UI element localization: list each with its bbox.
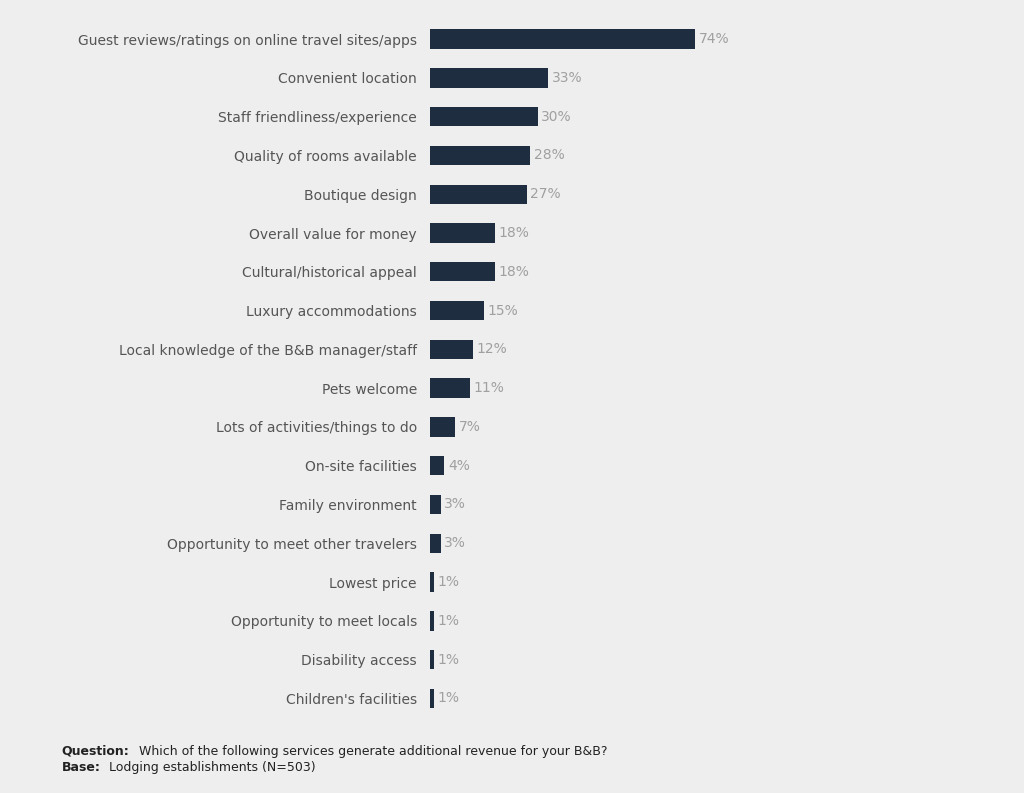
- Text: 3%: 3%: [444, 536, 466, 550]
- Text: 12%: 12%: [476, 343, 508, 356]
- Text: 7%: 7%: [459, 420, 480, 434]
- Bar: [430, 29, 695, 49]
- Bar: [430, 68, 549, 87]
- Text: 11%: 11%: [473, 381, 504, 395]
- Bar: [430, 417, 455, 437]
- Text: 1%: 1%: [437, 653, 459, 667]
- Text: 74%: 74%: [698, 33, 729, 46]
- Bar: [430, 301, 483, 320]
- Bar: [430, 456, 444, 475]
- Text: 33%: 33%: [552, 71, 583, 85]
- Text: Which of the following services generate additional revenue for your B&B?: Which of the following services generate…: [135, 745, 607, 758]
- Text: 1%: 1%: [437, 575, 459, 589]
- Text: Question:: Question:: [61, 745, 129, 758]
- Bar: [430, 185, 526, 204]
- Text: 30%: 30%: [541, 109, 571, 124]
- Bar: [430, 339, 473, 359]
- Bar: [430, 224, 495, 243]
- Text: 18%: 18%: [498, 226, 529, 240]
- Bar: [430, 262, 495, 282]
- Bar: [430, 688, 434, 708]
- Text: 15%: 15%: [487, 304, 518, 317]
- Bar: [430, 146, 530, 165]
- Text: 18%: 18%: [498, 265, 529, 279]
- Bar: [430, 378, 469, 398]
- Text: 3%: 3%: [444, 497, 466, 511]
- Text: Base:: Base:: [61, 760, 100, 774]
- Bar: [430, 611, 434, 630]
- Text: 1%: 1%: [437, 691, 459, 705]
- Bar: [430, 495, 440, 514]
- Bar: [430, 534, 440, 553]
- Bar: [430, 573, 434, 592]
- Bar: [430, 650, 434, 669]
- Text: 1%: 1%: [437, 614, 459, 628]
- Text: 27%: 27%: [530, 187, 561, 201]
- Text: Lodging establishments (N=503): Lodging establishments (N=503): [105, 760, 316, 774]
- Bar: [430, 107, 538, 126]
- Text: 4%: 4%: [449, 458, 470, 473]
- Text: 28%: 28%: [535, 148, 565, 163]
